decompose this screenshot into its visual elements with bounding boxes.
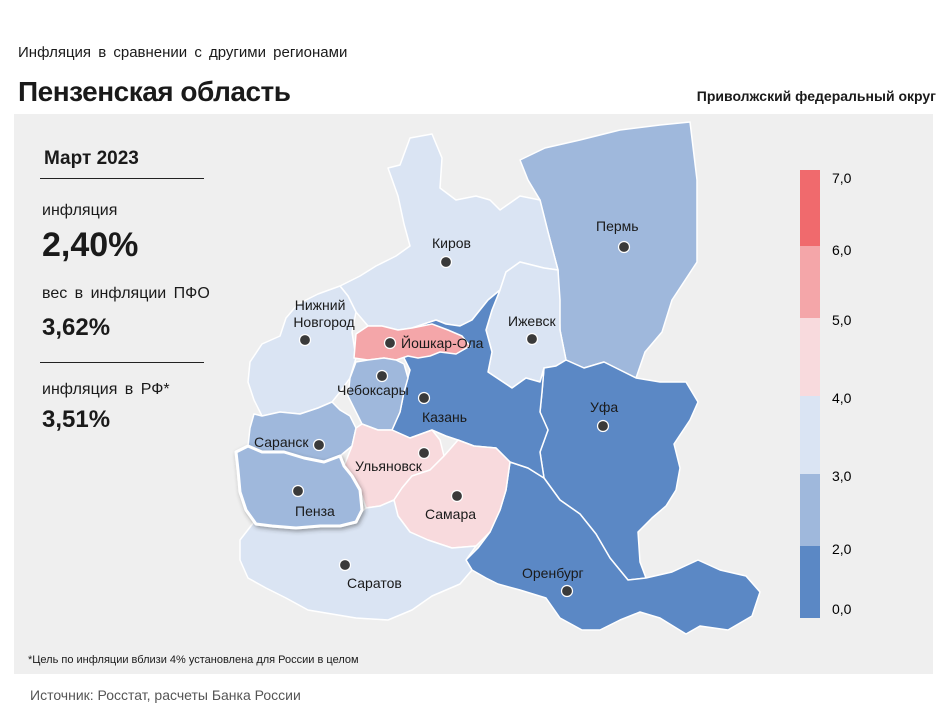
city-label-nizhny-line2: Новгород (293, 314, 354, 330)
city-label-nizhny-line1: Нижний (295, 297, 346, 313)
city-dot-saratov (338, 558, 352, 572)
city-dot-izhevsk (525, 332, 539, 346)
inflation-value: 2,40% (42, 226, 139, 264)
city-dot-cheboksary (375, 369, 389, 383)
source-note: Источник: Росстат, расчеты Банка России (30, 687, 301, 703)
city-dot-yoshkar-ola (383, 336, 397, 350)
legend-tick-5: 5,0 (832, 312, 852, 328)
legend-tick-2: 2,0 (832, 541, 852, 557)
city-dot-ulyanovsk (417, 446, 431, 460)
city-dot-penza (291, 484, 305, 498)
legend-tick-4: 4,0 (832, 390, 852, 406)
supertitle: Инфляция в сравнении с другими регионами (18, 44, 348, 61)
divider-bottom (40, 362, 204, 363)
city-label-izhevsk: Ижевск (508, 313, 556, 329)
region-chuvashia (347, 357, 409, 431)
city-label-saratov: Саратов (347, 575, 402, 591)
city-label-kazan: Казань (422, 409, 467, 425)
footnote: *Цель по инфляции вблизи 4% установлена … (28, 654, 359, 666)
city-label-perm: Пермь (596, 218, 639, 234)
page-title: Пензенская область (18, 76, 291, 107)
legend-tick-0: 0,0 (832, 601, 852, 617)
weight-label: вес в инфляции ПФО (42, 285, 210, 302)
city-dot-nizhny (298, 333, 312, 347)
city-dot-kazan (417, 391, 431, 405)
legend-tick-6: 6,0 (832, 242, 852, 258)
legend-swatch-6-7 (800, 170, 820, 246)
weight-value: 3,62% (42, 314, 111, 341)
city-label-yoshkar-ola: Йошкар-Ола (401, 334, 484, 351)
legend-swatch-3-4 (800, 396, 820, 474)
city-dot-kirov (439, 255, 453, 269)
city-label-kirov: Киров (432, 235, 471, 251)
city-label-samara: Самара (425, 506, 476, 522)
legend-swatch-0-2 (800, 546, 820, 618)
city-label-nizhny: Нижний Новгород (293, 297, 354, 330)
legend-swatch-4-5 (800, 318, 820, 396)
legend: 7,0 6,0 5,0 4,0 3,0 2,0 0,0 (800, 170, 852, 618)
city-label-orenburg: Оренбург (522, 565, 584, 581)
city-dot-orenburg (560, 584, 574, 598)
inflation-label: инфляция (42, 202, 118, 219)
legend-tick-3: 3,0 (832, 468, 852, 484)
city-label-ulyanovsk: Ульяновск (355, 458, 423, 474)
city-label-cheboksary: Чебоксары (337, 382, 409, 398)
period-label: Март 2023 (44, 148, 139, 169)
city-dot-ufa (596, 419, 610, 433)
rf-inflation-label: инфляция в РФ* (42, 381, 170, 398)
legend-swatch-2-3 (800, 474, 820, 546)
city-label-penza: Пенза (295, 503, 335, 519)
city-dot-saransk (312, 438, 326, 452)
legend-swatch-5-6 (800, 246, 820, 318)
city-label-saransk: Саранск (254, 434, 309, 450)
city-dot-samara (450, 489, 464, 503)
city-dot-perm (617, 240, 631, 254)
city-label-ufa: Уфа (590, 399, 618, 415)
rf-inflation-value: 3,51% (42, 406, 111, 433)
legend-tick-7: 7,0 (832, 170, 852, 186)
divider-top (40, 178, 204, 179)
district-label: Приволжский федеральный округ (696, 88, 936, 104)
